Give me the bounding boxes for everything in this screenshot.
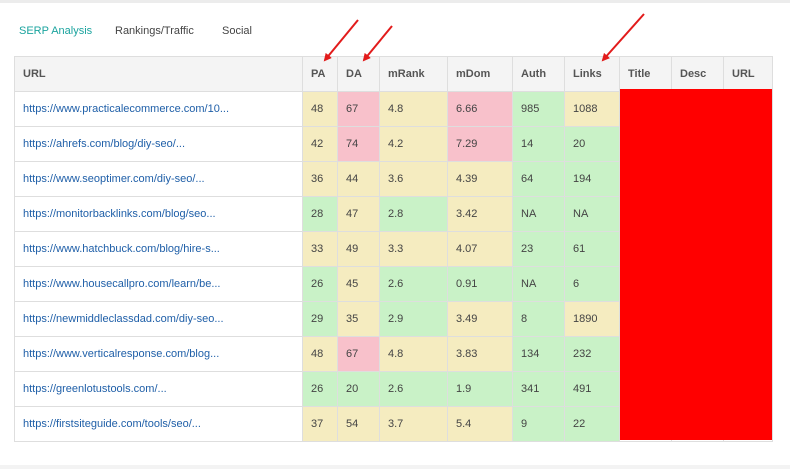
cell-auth: NA	[512, 196, 565, 232]
cell-mrank: 2.6	[379, 266, 448, 302]
top-divider	[0, 0, 790, 3]
url-link[interactable]: https://ahrefs.com/blog/diy-seo/...	[23, 138, 186, 150]
cell-auth: 9	[512, 406, 565, 442]
col-header-desc[interactable]: Desc	[671, 56, 724, 92]
url-link[interactable]: https://www.hatchbuck.com/blog/hire-s...	[23, 243, 220, 255]
cell-auth: 23	[512, 231, 565, 267]
cell-auth: 8	[512, 301, 565, 337]
url-link[interactable]: https://firstsiteguide.com/tools/seo/...	[23, 418, 201, 430]
col-header-pa[interactable]: PA	[302, 56, 338, 92]
col-header-links[interactable]: Links	[564, 56, 620, 92]
col-header-mrank[interactable]: mRank	[379, 56, 448, 92]
cell-mdom: 0.91	[447, 266, 513, 302]
cell-mrank: 3.6	[379, 161, 448, 197]
col-header-title[interactable]: Title	[619, 56, 672, 92]
url-link[interactable]: https://www.housecallpro.com/learn/be...	[23, 278, 221, 290]
cell-da: 74	[337, 126, 380, 162]
tab-bar: SERP Analysis Rankings/Traffic Social	[0, 0, 790, 48]
cell-pa: 28	[302, 196, 338, 232]
cell-links: 232	[564, 336, 620, 372]
cell-mdom: 3.83	[447, 336, 513, 372]
cell-mrank: 2.8	[379, 196, 448, 232]
cell-mdom: 4.39	[447, 161, 513, 197]
cell-links: 1890	[564, 301, 620, 337]
url-link[interactable]: https://newmiddleclassdad.com/diy-seo...	[23, 313, 224, 325]
cell-da: 47	[337, 196, 380, 232]
arrow-da-icon	[362, 25, 393, 62]
url-link[interactable]: https://www.practicalecommerce.com/10...	[23, 103, 230, 115]
bottom-divider	[0, 465, 790, 469]
cell-links: 1088	[564, 91, 620, 127]
cell-url: https://firstsiteguide.com/tools/seo/...	[14, 406, 303, 442]
cell-pa: 26	[302, 266, 338, 302]
cell-pa: 37	[302, 406, 338, 442]
url-link[interactable]: https://greenlotustools.com/...	[23, 383, 167, 395]
cell-url: https://monitorbacklinks.com/blog/seo...	[14, 196, 303, 232]
cell-da: 20	[337, 371, 380, 407]
cell-mdom: 3.42	[447, 196, 513, 232]
url-link[interactable]: https://www.seoptimer.com/diy-seo/...	[23, 173, 205, 185]
cell-links: NA	[564, 196, 620, 232]
cell-mrank: 2.9	[379, 301, 448, 337]
cell-da: 67	[337, 336, 380, 372]
tab-social[interactable]: Social	[222, 25, 252, 37]
cell-url: https://www.hatchbuck.com/blog/hire-s...	[14, 231, 303, 267]
cell-pa: 48	[302, 91, 338, 127]
cell-auth: 134	[512, 336, 565, 372]
col-header-auth[interactable]: Auth	[512, 56, 565, 92]
redaction-block	[620, 89, 772, 440]
tab-rankings-traffic[interactable]: Rankings/Traffic	[115, 25, 194, 37]
cell-links: 22	[564, 406, 620, 442]
cell-mdom: 3.49	[447, 301, 513, 337]
cell-mdom: 6.66	[447, 91, 513, 127]
cell-auth: 64	[512, 161, 565, 197]
cell-mrank: 3.7	[379, 406, 448, 442]
tab-serp-analysis[interactable]: SERP Analysis	[19, 25, 93, 37]
cell-da: 54	[337, 406, 380, 442]
col-header-url-check[interactable]: URL	[723, 56, 773, 92]
cell-links: 6	[564, 266, 620, 302]
cell-pa: 33	[302, 231, 338, 267]
url-link[interactable]: https://www.verticalresponse.com/blog...	[23, 348, 220, 360]
arrow-pa-icon	[323, 19, 359, 62]
cell-mrank: 4.8	[379, 336, 448, 372]
col-header-url[interactable]: URL	[14, 56, 303, 92]
cell-da: 35	[337, 301, 380, 337]
col-header-da[interactable]: DA	[337, 56, 380, 92]
table-row: https://www.verticalresponse.com/blog...…	[14, 336, 773, 372]
cell-url: https://newmiddleclassdad.com/diy-seo...	[14, 301, 303, 337]
cell-mdom: 1.9	[447, 371, 513, 407]
cell-da: 49	[337, 231, 380, 267]
cell-mdom: 4.07	[447, 231, 513, 267]
cell-links: 61	[564, 231, 620, 267]
table-header-row: URL PA DA mRank mDom Auth Links Title De…	[14, 56, 773, 92]
cell-pa: 26	[302, 371, 338, 407]
cell-mrank: 2.6	[379, 371, 448, 407]
arrow-links-icon	[601, 13, 645, 62]
cell-mrank: 3.3	[379, 231, 448, 267]
cell-url: https://www.housecallpro.com/learn/be...	[14, 266, 303, 302]
cell-auth: 341	[512, 371, 565, 407]
cell-da: 67	[337, 91, 380, 127]
url-link[interactable]: https://monitorbacklinks.com/blog/seo...	[23, 208, 216, 220]
cell-auth: 14	[512, 126, 565, 162]
cell-mdom: 5.4	[447, 406, 513, 442]
cell-links: 20	[564, 126, 620, 162]
cell-pa: 29	[302, 301, 338, 337]
